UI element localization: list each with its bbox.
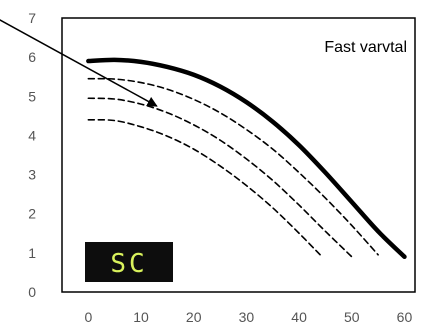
series-line-dashed bbox=[87, 118, 321, 256]
series-layer bbox=[86, 57, 407, 260]
y-tick-label: 2 bbox=[28, 206, 36, 222]
x-tick-label: 30 bbox=[239, 309, 255, 325]
y-tick-label: 5 bbox=[28, 88, 36, 104]
x-tick-label: 10 bbox=[133, 309, 149, 325]
annotation-label: Fast varvtal bbox=[324, 39, 407, 56]
annotation-arrow bbox=[0, 19, 158, 107]
y-tick-label: 4 bbox=[28, 127, 36, 143]
badge-background bbox=[85, 242, 173, 282]
x-tick-label: 20 bbox=[186, 309, 202, 325]
x-tick-label: 60 bbox=[397, 309, 413, 325]
x-tick-label: 0 bbox=[84, 309, 92, 325]
y-tick-label: 6 bbox=[28, 49, 36, 65]
x-axis: 0 10 20 30 40 50 60 bbox=[84, 309, 412, 325]
badge-text: SC bbox=[110, 249, 147, 279]
y-tick-label: 1 bbox=[28, 245, 36, 261]
plot-frame bbox=[61, 17, 416, 293]
x-tick-label: 50 bbox=[344, 309, 360, 325]
y-axis: 0 1 2 3 4 5 6 7 bbox=[28, 10, 36, 300]
sc-badge: SC bbox=[85, 242, 173, 282]
series-line-dashed bbox=[87, 97, 353, 258]
y-tick-label: 3 bbox=[28, 167, 36, 183]
y-tick-label: 0 bbox=[28, 284, 36, 300]
series-line-dashed bbox=[87, 77, 379, 256]
series-line-solid bbox=[86, 57, 407, 260]
y-tick-label: 7 bbox=[28, 10, 36, 26]
x-tick-label: 40 bbox=[291, 309, 307, 325]
